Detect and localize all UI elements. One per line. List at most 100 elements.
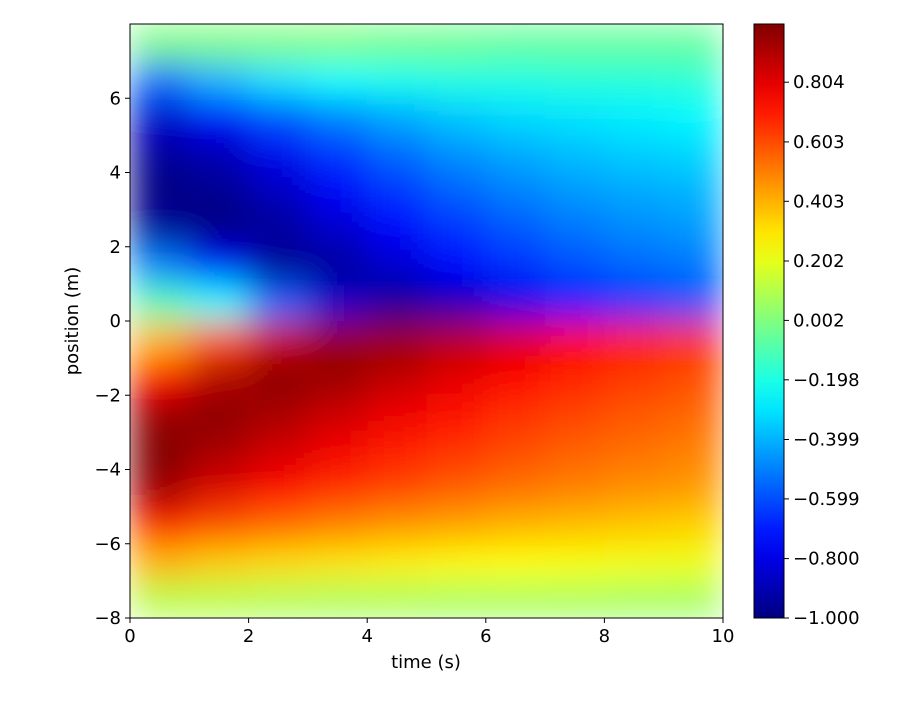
heatmap-cell [130,24,190,62]
heatmap-cell [307,209,368,248]
heatmap-cell [130,506,190,545]
heatmap-cell [663,543,723,582]
x-tick-label: 6 [480,626,491,647]
colorbar-tick-label: 0.002 [793,310,845,331]
heatmap-cell [130,209,190,248]
heatmap-cell [663,246,723,285]
heatmap-cell [367,358,427,396]
heatmap-cell [545,580,605,618]
heatmap-cell [426,321,487,359]
heatmap-cell [545,135,605,173]
heatmap-cell [426,246,487,285]
y-axis-label: position (m) [62,267,83,376]
heatmap-cell [485,395,546,433]
heatmap-cell [248,395,309,433]
heatmap-cell [545,61,605,99]
heatmap-cell [426,543,487,582]
x-tick-label: 10 [712,626,735,647]
heatmap-cell [485,246,546,285]
heatmap-cell [367,209,427,248]
heatmap-cell [604,543,665,582]
heatmap-cell [663,135,723,173]
heatmap-cell [367,246,427,285]
heatmap-cell [545,506,605,545]
colorbar-tick-label: −0.599 [793,489,860,510]
heatmap-cell [604,432,665,470]
heatmap-cell [248,543,309,582]
heatmap-cell [485,580,546,618]
heatmap-cell [307,543,368,582]
heatmap-cell [426,61,487,99]
heatmap-cell [307,321,368,359]
heatmap-cell [426,432,487,470]
y-tick-label: 2 [110,237,121,258]
heatmap-cell [663,395,723,433]
heatmap-cell [130,580,190,618]
heatmap-cell [663,24,723,62]
heatmap-cell [189,580,250,618]
heatmap-cell [545,432,605,470]
heatmap-cell [248,61,309,99]
y-tick-label: 6 [110,88,121,109]
heatmap-cell [189,135,250,173]
heatmap-cell [307,172,368,211]
heatmap-cell [367,172,427,211]
heatmap-cell [663,432,723,470]
colorbar-tick-label: −0.198 [793,370,860,391]
heatmap-cell [367,543,427,582]
heatmap-cell [426,209,487,248]
heatmap-cell [545,395,605,433]
heatmap-cell [307,395,368,433]
heatmap-cell [367,321,427,359]
heatmap-cell [545,321,605,359]
heatmap-cell [604,24,665,62]
x-tick-label: 2 [243,626,254,647]
heatmap-cell [604,209,665,248]
heatmap-cell [485,209,546,248]
heatmap-cell [130,543,190,582]
heatmap-cell [130,172,190,211]
heatmap-cell [367,135,427,173]
y-tick-label: −2 [94,385,121,406]
heatmap-cell [189,358,250,396]
heatmap-cell [130,61,190,99]
heatmap-cell [189,395,250,433]
heatmap-cell [248,283,309,322]
heatmap-cell [426,283,487,322]
heatmap-cell [663,469,723,508]
heatmap-cell [367,283,427,322]
heatmap-cell [189,543,250,582]
heatmap-cell [485,24,546,62]
heatmap-cell [367,469,427,508]
heatmap-cell [189,172,250,211]
heatmap-cell [248,135,309,173]
heatmap-cell [604,172,665,211]
heatmap-cell [130,321,190,359]
y-tick-label: −8 [94,608,121,629]
x-axis-label: time (s) [391,652,461,673]
heatmap-cell [604,321,665,359]
heatmap-cell [248,506,309,545]
heatmap-cell [663,172,723,211]
heatmap-cell [130,246,190,285]
heatmap-cell [426,358,487,396]
heatmap-cell [307,135,368,173]
heatmap-cell [130,358,190,396]
heatmap-cell [604,246,665,285]
heatmap-cell [189,61,250,99]
heatmap-cell [307,580,368,618]
colorbar-tick-label: 0.603 [793,132,845,153]
heatmap-cell [189,432,250,470]
heatmap-cell [307,469,368,508]
heatmap-cell [663,321,723,359]
y-tick-label: 0 [110,311,121,332]
heatmap-cell [248,209,309,248]
heatmap-cell [189,246,250,285]
heatmap-cell [367,432,427,470]
y-tick-label: −4 [94,460,121,481]
heatmap-cell [130,395,190,433]
heatmap-cell [485,98,546,136]
heatmap-cell [367,61,427,99]
heatmap-cell [248,172,309,211]
heatmap-cell [307,432,368,470]
